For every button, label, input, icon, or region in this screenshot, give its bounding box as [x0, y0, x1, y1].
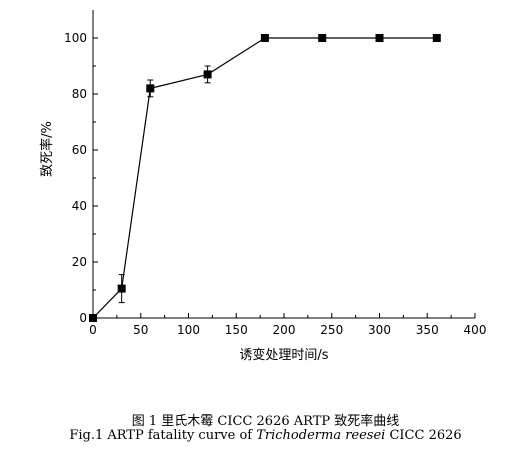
fatality-chart: 0 50 100 150 200 250 300 350 400 0 20 40 60 80 100 诱变处… [39, 10, 486, 363]
data-point [375, 34, 384, 42]
x-tick-label: 50 [133, 323, 148, 337]
caption-english-suffix: CICC 2626 [385, 428, 462, 443]
caption-english-species: Trichoderma reesei [256, 428, 386, 443]
x-tick-label: 200 [273, 323, 296, 337]
y-tick-label: 60 [72, 143, 87, 157]
y-axis-title: 致死率/% [39, 121, 55, 177]
x-tick-label: 0 [89, 323, 97, 337]
y-tick-label: 0 [79, 311, 87, 325]
y-tick-label: 80 [72, 87, 87, 101]
data-point [146, 84, 155, 93]
series-line [92, 37, 437, 319]
y-tick-label: 20 [72, 255, 87, 269]
y-tick-label: 40 [72, 199, 87, 213]
data-markers [89, 34, 441, 322]
data-point [89, 314, 97, 322]
axes [92, 10, 475, 319]
data-point [260, 34, 269, 42]
ticks: 0 50 100 150 200 250 300 350 400 0 20 40 60 80 100 [64, 31, 486, 337]
series-polyline [92, 37, 437, 319]
x-tick-label: 100 [177, 323, 200, 337]
x-tick-label: 150 [225, 323, 248, 337]
x-tick-label: 350 [416, 323, 439, 337]
x-axis-title: 诱变处理时间/s [239, 347, 328, 363]
x-tick-label: 250 [320, 323, 343, 337]
data-point [203, 70, 212, 79]
y-tick-label: 100 [64, 31, 87, 45]
caption-english: Fig.1 ARTP fatality curve of Trichoderma… [0, 428, 531, 443]
caption-chinese: 图 1 里氏木霉 CICC 2626 ARTP 致死率曲线 [131, 414, 400, 429]
data-point [318, 34, 327, 42]
caption-english-prefix: Fig.1 ARTP fatality curve of [69, 428, 257, 443]
data-point [432, 34, 441, 42]
x-tick-label: 300 [368, 323, 391, 337]
x-tick-label: 400 [464, 323, 487, 337]
data-point [117, 284, 126, 293]
error-bars [118, 65, 211, 304]
